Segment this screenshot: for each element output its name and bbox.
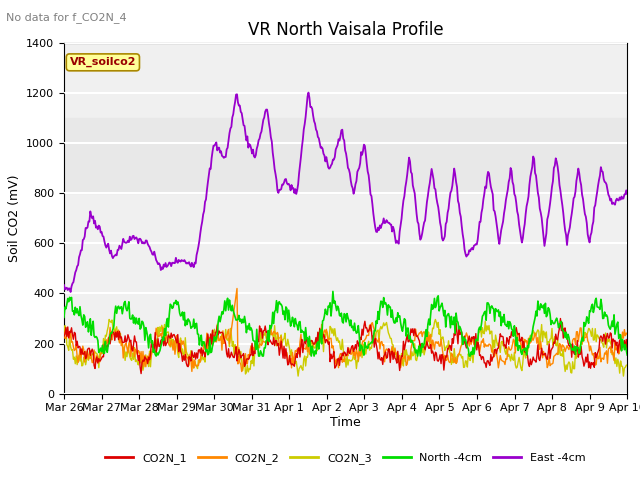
Bar <box>64 118 627 193</box>
Title: VR North Vaisala Profile: VR North Vaisala Profile <box>248 21 444 39</box>
Legend: CO2N_1, CO2N_2, CO2N_3, North -4cm, East -4cm: CO2N_1, CO2N_2, CO2N_3, North -4cm, East… <box>101 448 590 468</box>
Text: No data for f_CO2N_4: No data for f_CO2N_4 <box>6 12 127 23</box>
X-axis label: Time: Time <box>330 416 361 429</box>
Text: VR_soilco2: VR_soilco2 <box>70 57 136 68</box>
Y-axis label: Soil CO2 (mV): Soil CO2 (mV) <box>8 175 20 262</box>
